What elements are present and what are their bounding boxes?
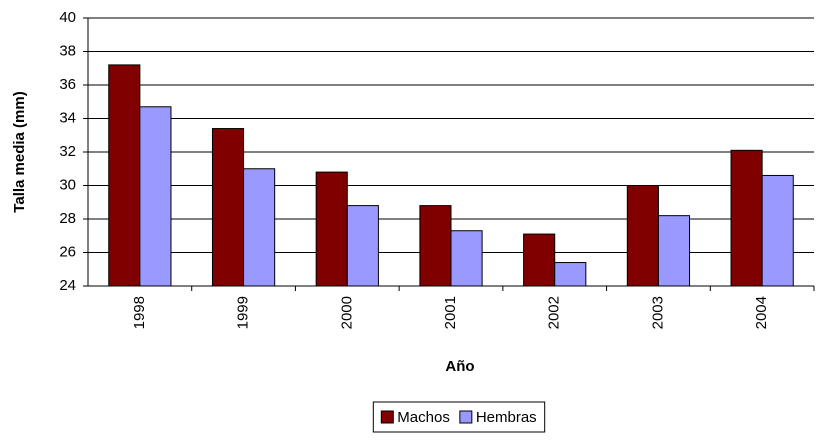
x-tick-label: 2004 [753, 296, 770, 329]
y-tick-label: 30 [59, 176, 76, 193]
y-tick-label: 24 [59, 277, 76, 294]
x-tick-label: 2000 [338, 296, 355, 329]
x-tick-label: 2001 [442, 296, 459, 329]
y-axis-title: Talla media (mm) [11, 91, 28, 212]
x-tick-label: 2003 [649, 296, 666, 329]
legend-label: Hembras [476, 409, 537, 426]
bar [139, 106, 172, 287]
x-axis-title: Año [445, 358, 474, 375]
x-tick-label: 1998 [131, 296, 148, 329]
bar [211, 128, 245, 287]
legend-swatch [459, 410, 473, 424]
bar [419, 205, 452, 287]
y-tick-label: 34 [59, 109, 76, 126]
bar [450, 230, 483, 287]
legend-label: Machos [397, 409, 450, 426]
y-tick-label: 36 [59, 76, 76, 93]
bar [315, 171, 348, 287]
y-tick-label: 38 [59, 42, 76, 59]
x-tick-label: 1999 [235, 296, 252, 329]
bar [761, 174, 794, 287]
y-tick-label: 40 [59, 9, 76, 26]
bar [243, 168, 276, 287]
x-tick-label: 2002 [546, 296, 563, 329]
legend-swatch [380, 410, 394, 424]
legend-box [372, 401, 546, 433]
bar [626, 185, 659, 287]
bar [657, 215, 691, 287]
bar [523, 233, 556, 287]
bar [554, 262, 587, 287]
bar [730, 149, 763, 287]
y-tick-label: 26 [59, 243, 76, 260]
y-tick-label: 28 [59, 210, 76, 227]
bar [108, 64, 141, 287]
y-tick-label: 32 [59, 143, 76, 160]
bar [346, 205, 379, 287]
